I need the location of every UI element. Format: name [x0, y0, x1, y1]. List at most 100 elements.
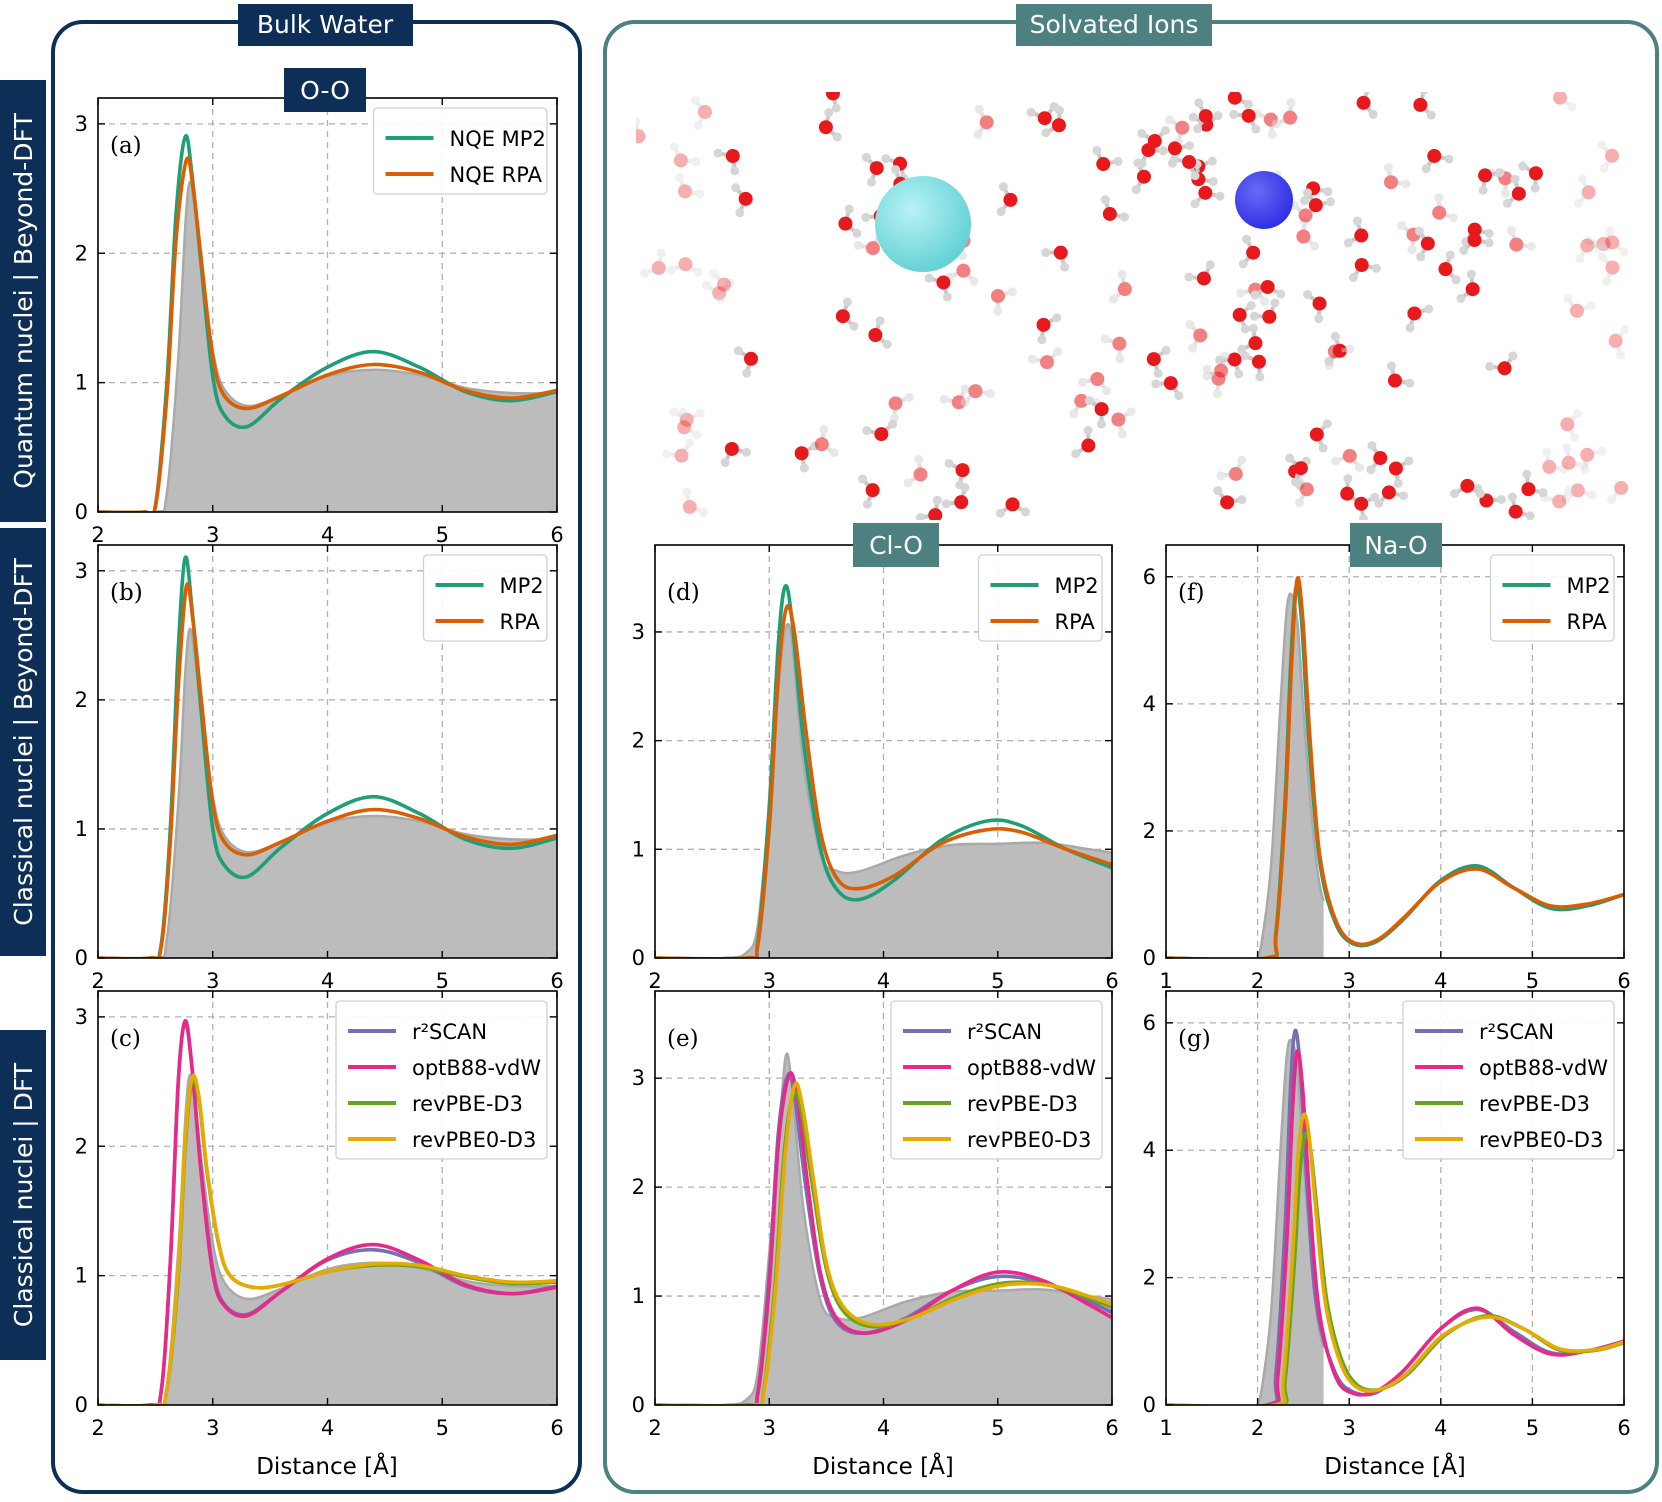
y-tick-label: 3: [75, 1005, 88, 1029]
y-tick-label: 1: [632, 837, 645, 861]
experiment-area: [1257, 1039, 1324, 1405]
series-line-rpa: [1166, 576, 1624, 958]
y-tick-label: 3: [75, 112, 88, 136]
x-tick-label: 3: [206, 1416, 219, 1440]
experiment-area: [1257, 593, 1324, 958]
y-tick-label: 0: [632, 946, 645, 970]
chloride-ion: [875, 176, 971, 272]
legend-label: RPA: [1055, 610, 1096, 634]
x-tick-label: 6: [1617, 969, 1630, 993]
y-tick-label: 0: [1143, 946, 1156, 970]
x-tick-label: 5: [436, 969, 449, 993]
legend-label: r²SCAN: [967, 1020, 1042, 1044]
x-tick-label: 3: [1343, 969, 1356, 993]
y-tick-label: 4: [1143, 692, 1156, 716]
x-tick-label: 2: [648, 969, 661, 993]
y-tick-label: 1: [75, 1264, 88, 1288]
panel-label: (c): [110, 1026, 141, 1052]
y-tick-label: 1: [75, 817, 88, 841]
x-tick-label: 6: [550, 969, 563, 993]
chart-panel-f: 1 2 3 4 5 6 0 2 4 6 (f) MP2 RPA: [1143, 544, 1631, 993]
series-line-optb88-vdw: [98, 1018, 557, 1405]
legend-label: MP2: [1567, 574, 1611, 598]
series-line-nqe rpa: [98, 156, 557, 512]
x-tick-label: 6: [1105, 969, 1118, 993]
x-tick-label: 1: [1159, 1416, 1172, 1440]
solvated-ions-title-box: [1016, 4, 1212, 46]
experiment-area: [655, 624, 1112, 958]
panel-label: (a): [110, 133, 142, 159]
legend-label: MP2: [1055, 574, 1099, 598]
x-tick-label: 4: [1434, 969, 1447, 993]
y-tick-label: 0: [75, 946, 88, 970]
clo-title: Cl-O: [869, 531, 923, 560]
series-line-revpbe0-d3: [1166, 1112, 1624, 1405]
series-line-revpbe0-d3: [655, 1081, 1112, 1405]
chart-panel-e: 2 3 4 5 6 0 1 2 3 (e) r²SCAN optB88-vdW revPBE-D3 rev…: [632, 990, 1119, 1440]
y-tick-label: 2: [632, 1175, 645, 1199]
legend-label: revPBE-D3: [1479, 1092, 1590, 1116]
legend-label: optB88-vdW: [967, 1056, 1096, 1080]
series-line-revpbe-d3: [1166, 1131, 1624, 1405]
experiment-area: [655, 1053, 1112, 1405]
y-tick-label: 3: [632, 620, 645, 644]
x-tick-label: 3: [1343, 1416, 1356, 1440]
y-tick-label: 4: [1143, 1138, 1156, 1162]
x-tick-label: 6: [1105, 1416, 1118, 1440]
chart-panel-g: 1 2 3 4 5 6 0 2 4 6 (g) r²SCAN optB88-vdW revPBE-D3 re…: [1143, 990, 1631, 1440]
xlabel-clo: Distance [Å]: [812, 1452, 954, 1480]
legend-label: revPBE0-D3: [1479, 1128, 1603, 1152]
chart-panel-b: 2 3 4 5 6 0 1 2 3 (b) MP2 RPA: [75, 544, 564, 993]
bulk-water-title-box: [238, 4, 413, 46]
nao-title-box: [1350, 523, 1442, 567]
molecule-snapshot-icon: [636, 92, 1628, 520]
experiment-area: [98, 1075, 557, 1405]
x-tick-label: 2: [1251, 1416, 1264, 1440]
y-tick-label: 1: [632, 1284, 645, 1308]
x-tick-label: 2: [1251, 969, 1264, 993]
row-label-3: Classical nuclei | DFT: [9, 1062, 38, 1327]
x-tick-label: 2: [91, 1416, 104, 1440]
panel-label: (g): [1178, 1026, 1211, 1052]
nao-title: Na-O: [1364, 531, 1427, 560]
x-tick-label: 5: [991, 1416, 1004, 1440]
legend-label: r²SCAN: [412, 1020, 487, 1044]
solvated-ions-frame: [603, 20, 1659, 1494]
xlabel-oo: Distance [Å]: [256, 1452, 398, 1480]
x-tick-label: 4: [321, 1416, 334, 1440]
row-label-box-1: [0, 80, 46, 522]
y-tick-label: 0: [75, 1393, 88, 1417]
panel-label: (e): [667, 1026, 699, 1052]
x-tick-label: 6: [1617, 1416, 1630, 1440]
row-label-1: Quantum nuclei | Beyond-DFT: [9, 113, 38, 489]
y-tick-label: 2: [1143, 819, 1156, 843]
sodium-ion: [1235, 171, 1293, 229]
panel-label: (f): [1178, 580, 1204, 606]
series-line-optb88-vdw: [1166, 1048, 1624, 1405]
legend-label: optB88-vdW: [1479, 1056, 1608, 1080]
x-tick-label: 3: [763, 1416, 776, 1440]
chart-panel-c: 2 3 4 5 6 0 1 2 3 (c) r²SCAN optB88-vdW revPBE-D3 rev…: [75, 990, 564, 1440]
experiment-area: [98, 182, 557, 512]
legend-label: NQE MP2: [450, 127, 546, 151]
y-tick-label: 6: [1143, 1011, 1156, 1035]
legend-box: [335, 1000, 548, 1160]
series-line-rpa: [655, 604, 1112, 958]
legend-label: r²SCAN: [1479, 1020, 1554, 1044]
legend-box: [1402, 1000, 1615, 1160]
legend-label: revPBE-D3: [967, 1092, 1078, 1116]
xlabel-nao: Distance [Å]: [1324, 1452, 1466, 1480]
y-tick-label: 1: [75, 371, 88, 395]
row-label-box-3: [0, 1030, 46, 1360]
bulk-water-frame: [51, 20, 582, 1494]
y-tick-label: 6: [1143, 565, 1156, 589]
bulk-water-title: Bulk Water: [257, 10, 394, 39]
x-tick-label: 3: [206, 523, 219, 547]
x-tick-label: 6: [550, 523, 563, 547]
experiment-line: [655, 1052, 1112, 1405]
x-tick-label: 4: [321, 523, 334, 547]
y-tick-label: 2: [632, 729, 645, 753]
legend-label: optB88-vdW: [412, 1056, 541, 1080]
oo-title-box: [284, 68, 366, 112]
